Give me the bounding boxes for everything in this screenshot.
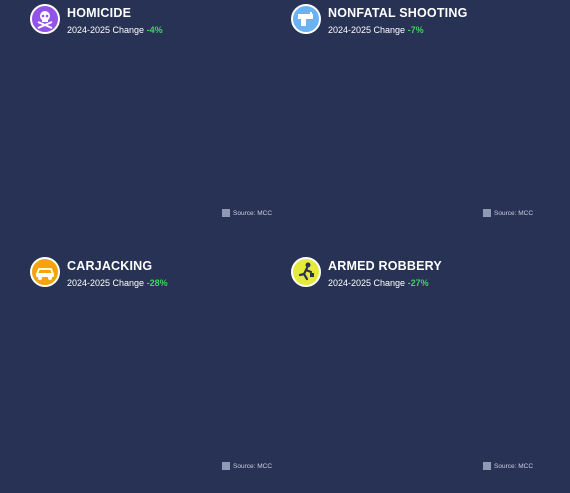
change-text: 2024-2025 Change -7% xyxy=(328,25,424,35)
source-note: Source: MCC xyxy=(483,209,533,217)
source-note: Source: MCC xyxy=(222,209,272,217)
source-note: Source: MCC xyxy=(483,462,533,470)
change-label: 2024-2025 Change xyxy=(328,278,406,288)
source-text: Source: MCC xyxy=(233,209,273,217)
chart-title: HOMICIDE xyxy=(67,6,132,20)
handgun-icon: 2025195202420920233482022443202147020204… xyxy=(291,4,321,34)
chart-title: NONFATAL SHOOTING xyxy=(328,6,468,20)
homicide-chart-panel: 2025134202413920232162022265202120020201… xyxy=(0,0,285,240)
source-note: Source: MCC xyxy=(222,462,272,470)
bar-chart xyxy=(261,0,546,240)
source-logo-icon xyxy=(483,209,491,217)
source-logo-icon xyxy=(222,462,230,470)
source-logo-icon xyxy=(483,462,491,470)
bar-chart xyxy=(261,253,546,493)
change-value: -28% xyxy=(146,278,168,288)
nonfatal-shooting-chart-panel: 2025195202420920233482022443202147020204… xyxy=(261,0,546,240)
chart-title: ARMED ROBBERY xyxy=(328,259,442,273)
source-text: Source: MCC xyxy=(233,462,273,470)
car-icon: 2025632024882023144202226520212642020220… xyxy=(30,257,60,287)
change-value: -7% xyxy=(407,25,424,35)
change-text: 2024-2025 Change -4% xyxy=(67,25,163,35)
change-text: 2024-2025 Change -28% xyxy=(67,278,168,288)
change-value: -4% xyxy=(146,25,163,35)
bar-chart xyxy=(0,253,285,493)
chart-title: CARJACKING xyxy=(67,259,153,273)
change-label: 2024-2025 Change xyxy=(67,25,145,35)
change-value: -27% xyxy=(407,278,429,288)
source-text: Source: MCC xyxy=(494,462,534,470)
change-label: 2024-2025 Change xyxy=(328,25,406,35)
source-text: Source: MCC xyxy=(494,209,534,217)
skull-crossbones-icon: 2025134202413920232162022265202120020201… xyxy=(30,4,60,34)
carjacking-chart-panel: 2025632024882023144202226520212642020220… xyxy=(0,253,285,493)
armed-robbery-chart-panel: 2025175202424120233432022518202137120203… xyxy=(261,253,546,493)
change-text: 2024-2025 Change -27% xyxy=(328,278,429,288)
change-label: 2024-2025 Change xyxy=(67,278,145,288)
running-robber-icon: 2025175202424120233432022518202137120203… xyxy=(291,257,321,287)
source-logo-icon xyxy=(222,209,230,217)
bar-chart xyxy=(0,0,285,240)
